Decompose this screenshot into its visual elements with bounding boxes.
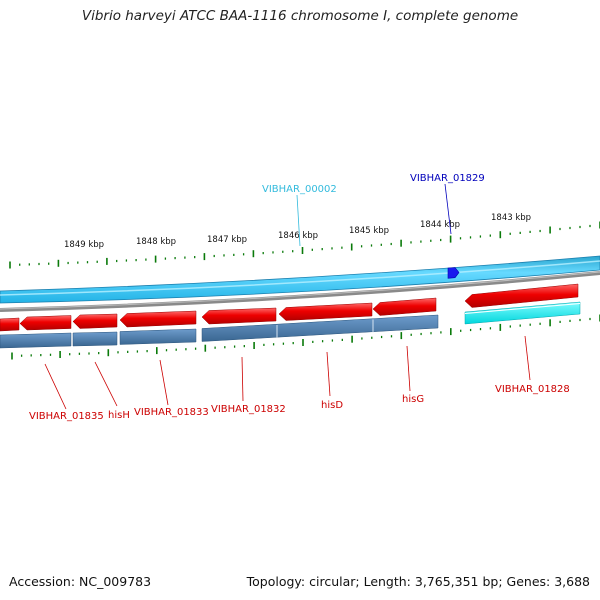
cds-bar-VIBHAR_01832-hisD-hisG xyxy=(201,314,439,342)
gene-arrow-VIBHAR_01832[interactable] xyxy=(201,307,277,325)
gene-arrow-VIBHAR_01828[interactable] xyxy=(464,283,579,308)
kbp-label-1846: 1846 kbp xyxy=(278,231,318,241)
leader-line-hisH xyxy=(94,361,118,407)
footer-stats: Topology: circular; Length: 3,765,351 bp… xyxy=(246,574,590,589)
leader-line-VIBHAR_01833 xyxy=(159,359,169,406)
footer-accession: Accession: NC_009783 xyxy=(9,574,152,589)
leader-line-VIBHAR_00002 xyxy=(296,194,301,247)
cds-bar-hisH xyxy=(72,331,118,347)
gene-arrow-VIBHAR_01833[interactable] xyxy=(119,310,197,328)
gene-arrow-hisH[interactable] xyxy=(72,313,118,329)
leader-line-VIBHAR_01829 xyxy=(444,183,452,235)
gene-label-VIBHAR_01835[interactable]: VIBHAR_01835 xyxy=(29,411,104,422)
leader-line-hisD xyxy=(326,351,331,397)
leader-line-VIBHAR_01828 xyxy=(524,335,531,381)
leader-line-hisG xyxy=(406,345,411,392)
gene-label-VIBHAR_01832[interactable]: VIBHAR_01832 xyxy=(211,404,286,415)
leader-line-VIBHAR_01832 xyxy=(241,356,244,402)
blue-feature-VIBHAR_01829[interactable] xyxy=(447,267,460,279)
gene-label-hisG[interactable]: hisG xyxy=(402,394,424,405)
gene-label-hisD[interactable]: hisD xyxy=(321,400,343,411)
gene-label-VIBHAR_01829[interactable]: VIBHAR_01829 xyxy=(410,173,485,184)
page-title: Vibrio harveyi ATCC BAA-1116 chromosome … xyxy=(81,8,519,24)
gene-arrow-hisG[interactable] xyxy=(372,297,437,316)
upper-tick-ruler xyxy=(9,221,600,269)
rna-track-band xyxy=(0,255,600,304)
gene-label-VIBHAR_01828[interactable]: VIBHAR_01828 xyxy=(495,384,570,395)
cds-bar-left xyxy=(0,332,72,349)
cyan-feature-divider xyxy=(464,303,581,314)
gene-arrows xyxy=(0,283,579,332)
backbone-line-highlight xyxy=(0,271,600,310)
kbp-label-1845: 1845 kbp xyxy=(349,226,389,236)
kbp-label-1849: 1849 kbp xyxy=(64,240,104,250)
leader-line-VIBHAR_01835 xyxy=(44,363,67,410)
rna-track-highlight xyxy=(0,260,600,296)
lower-tick-ruler xyxy=(11,314,600,360)
gene-arrow-VIBHAR_01835[interactable] xyxy=(19,315,72,331)
gene-label-VIBHAR_01833[interactable]: VIBHAR_01833 xyxy=(134,407,209,418)
gene-label-hisH[interactable]: hisH xyxy=(108,410,130,421)
gene-label-VIBHAR_00002[interactable]: VIBHAR_00002 xyxy=(262,184,337,195)
kbp-label-1844: 1844 kbp xyxy=(420,220,460,230)
gene-arrow-VIBHAR_01835-left[interactable] xyxy=(0,317,20,332)
cds-bars xyxy=(0,301,581,349)
kbp-label-1847: 1847 kbp xyxy=(207,235,247,245)
cyan-feature-VIBHAR_01828[interactable] xyxy=(464,301,581,325)
backbone-line xyxy=(0,271,600,312)
cds-bar-VIBHAR_01833 xyxy=(119,328,197,345)
kbp-label-1848: 1848 kbp xyxy=(136,237,176,247)
kbp-label-1843: 1843 kbp xyxy=(491,213,531,223)
gene-arrow-hisD[interactable] xyxy=(278,302,373,321)
